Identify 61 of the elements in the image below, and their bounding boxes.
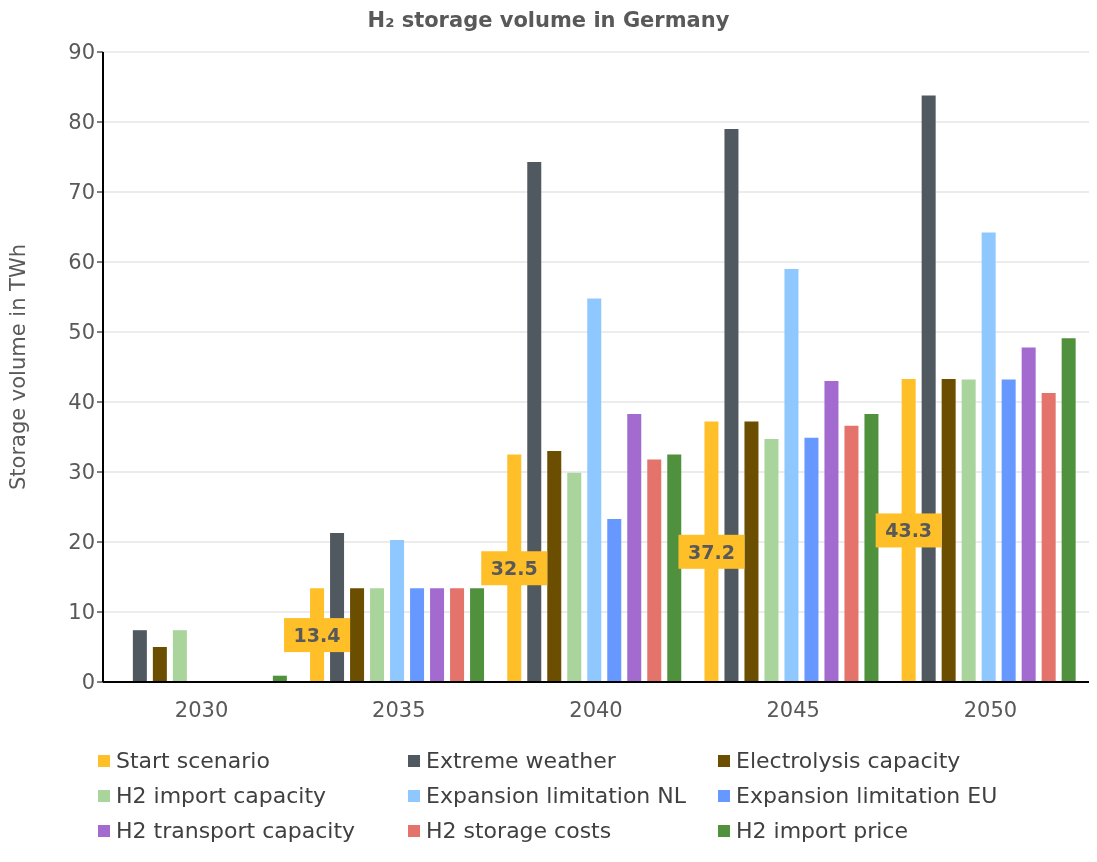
bar <box>784 269 799 682</box>
data-label: 43.3 <box>885 519 933 542</box>
bar <box>941 378 956 682</box>
bar <box>450 588 465 682</box>
y-tick-label: 30 <box>68 460 95 485</box>
legend-label: Extreme weather <box>426 748 616 773</box>
data-label: 32.5 <box>490 557 538 580</box>
bar <box>607 518 622 682</box>
y-axis-title: Storage volume in TWh <box>6 243 31 491</box>
legend-label: H2 import capacity <box>116 783 327 808</box>
bar <box>844 425 859 682</box>
data-label: 13.4 <box>293 624 341 647</box>
bar <box>667 454 682 682</box>
bar <box>152 647 167 682</box>
x-tick-label: 2030 <box>174 697 229 722</box>
bar <box>981 232 996 682</box>
y-tick-label: 60 <box>68 250 95 275</box>
bar <box>804 437 819 682</box>
bar <box>410 588 425 682</box>
data-label: 37.2 <box>688 540 735 563</box>
bar <box>864 413 879 682</box>
bar <box>824 381 839 682</box>
bar <box>132 630 147 682</box>
legend-label: H2 import price <box>736 818 908 843</box>
y-tick-label: 80 <box>68 110 95 135</box>
y-tick-label: 50 <box>68 320 95 345</box>
bar <box>430 588 445 682</box>
bar <box>627 413 642 682</box>
bar <box>172 630 187 682</box>
bar <box>370 588 385 682</box>
bar <box>567 472 582 682</box>
legend-label: H2 storage costs <box>426 818 612 843</box>
x-tick-label: 2040 <box>569 697 623 722</box>
bar <box>350 588 365 682</box>
bar <box>1041 392 1056 682</box>
legend-label: Expansion limitation NL <box>426 783 687 808</box>
bar <box>470 588 485 682</box>
bar <box>764 439 779 682</box>
x-tick-label: 2050 <box>963 697 1018 722</box>
bar <box>744 421 759 682</box>
bar <box>587 298 602 682</box>
x-tick-label: 2035 <box>372 697 426 722</box>
legend-label: H2 transport capacity <box>116 818 356 843</box>
bar <box>961 379 976 682</box>
legend-label: Start scenario <box>116 748 270 773</box>
bar <box>547 451 562 682</box>
chart-title: H₂ storage volume in Germany <box>366 8 731 34</box>
bar <box>390 539 405 682</box>
y-tick-label: 70 <box>68 180 95 205</box>
y-tick-label: 40 <box>68 390 95 415</box>
y-tick-label: 20 <box>68 530 95 555</box>
y-tick-label: 10 <box>68 600 95 625</box>
bar <box>1061 338 1076 682</box>
legend-label: Electrolysis capacity <box>736 748 961 773</box>
bar <box>1001 379 1016 682</box>
legend-label: Expansion limitation EU <box>736 783 998 808</box>
y-tick-label: 90 <box>68 40 95 65</box>
bar <box>647 459 662 682</box>
x-tick-label: 2045 <box>766 697 820 722</box>
bar <box>1021 347 1036 682</box>
y-tick-label: 0 <box>81 670 95 695</box>
